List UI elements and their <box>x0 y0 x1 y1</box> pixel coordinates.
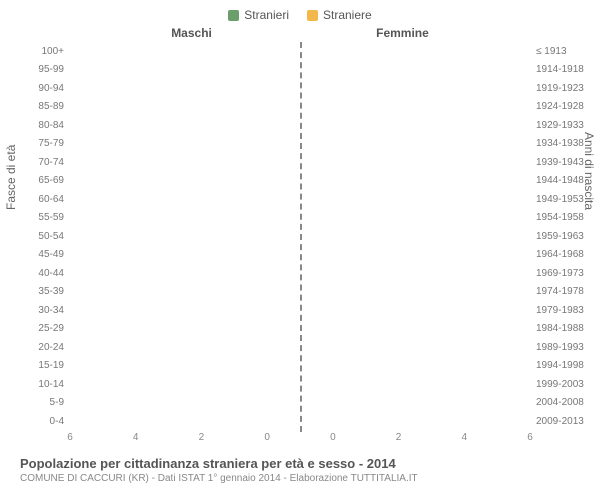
age-label: 85-89 <box>38 101 64 112</box>
birth-label: 1979-1983 <box>536 305 584 316</box>
age-label: 0-4 <box>50 416 64 427</box>
birth-label: 1984-1988 <box>536 323 584 334</box>
footer-subtitle: COMUNE DI CACCURI (KR) - Dati ISTAT 1° g… <box>20 473 580 484</box>
legend-swatch <box>228 10 239 21</box>
age-label: 5-9 <box>50 397 64 408</box>
x-tick: 2 <box>396 432 402 443</box>
x-axis: 6 4 2 0 0 2 4 6 <box>70 432 530 450</box>
legend-label: Straniere <box>323 8 372 22</box>
age-label: 60-64 <box>38 194 64 205</box>
age-label: 35-39 <box>38 286 64 297</box>
column-headers: Maschi Femmine <box>70 26 530 42</box>
age-label: 25-29 <box>38 323 64 334</box>
age-label: 45-49 <box>38 249 64 260</box>
legend-item: Stranieri <box>228 8 289 22</box>
col-header-left: Maschi <box>171 26 212 40</box>
birth-label: 1944-1948 <box>536 175 584 186</box>
footer-title: Popolazione per cittadinanza straniera p… <box>20 456 580 471</box>
age-label: 95-99 <box>38 64 64 75</box>
birth-label: 1949-1953 <box>536 194 584 205</box>
age-label: 90-94 <box>38 83 64 94</box>
legend-swatch <box>307 10 318 21</box>
birth-label: 1999-2003 <box>536 379 584 390</box>
birth-label: 1914-1918 <box>536 64 584 75</box>
x-tick: 4 <box>133 432 139 443</box>
x-tick: 6 <box>67 432 73 443</box>
x-tick: 0 <box>264 432 270 443</box>
legend: Stranieri Straniere <box>10 8 590 22</box>
age-label: 20-24 <box>38 342 64 353</box>
birth-label: 1934-1938 <box>536 138 584 149</box>
age-label: 75-79 <box>38 138 64 149</box>
y-axis-label-right: Anni di nascita <box>582 132 596 210</box>
age-label: 15-19 <box>38 360 64 371</box>
pyramid-chart: Stranieri Straniere Maschi Femmine Fasce … <box>0 0 600 500</box>
y-axis-label-left: Fasce di età <box>4 145 18 210</box>
age-label: 55-59 <box>38 212 64 223</box>
col-header-right: Femmine <box>376 26 429 40</box>
age-label: 30-34 <box>38 305 64 316</box>
x-tick: 0 <box>330 432 336 443</box>
birth-label: 1929-1933 <box>536 120 584 131</box>
birth-label: 1964-1968 <box>536 249 584 260</box>
age-label: 40-44 <box>38 268 64 279</box>
birth-label: 1974-1978 <box>536 286 584 297</box>
birth-label: 1959-1963 <box>536 231 584 242</box>
x-tick: 2 <box>199 432 205 443</box>
age-label: 65-69 <box>38 175 64 186</box>
x-tick: 4 <box>462 432 468 443</box>
age-label: 10-14 <box>38 379 64 390</box>
birth-label: 2004-2008 <box>536 397 584 408</box>
chart-footer: Popolazione per cittadinanza straniera p… <box>20 456 580 484</box>
birth-label: ≤ 1913 <box>536 46 567 57</box>
zero-axis-line <box>300 42 302 432</box>
birth-label: 2009-2013 <box>536 416 584 427</box>
age-label: 50-54 <box>38 231 64 242</box>
birth-label: 1994-1998 <box>536 360 584 371</box>
age-label: 100+ <box>41 46 64 57</box>
x-tick: 6 <box>527 432 533 443</box>
birth-label: 1939-1943 <box>536 157 584 168</box>
birth-label: 1969-1973 <box>536 268 584 279</box>
birth-label: 1919-1923 <box>536 83 584 94</box>
age-label: 70-74 <box>38 157 64 168</box>
plot-area: 100+≤ 191395-991914-191890-941919-192385… <box>70 42 530 432</box>
birth-label: 1989-1993 <box>536 342 584 353</box>
legend-label: Stranieri <box>244 8 289 22</box>
legend-item: Straniere <box>307 8 372 22</box>
age-label: 80-84 <box>38 120 64 131</box>
birth-label: 1924-1928 <box>536 101 584 112</box>
birth-label: 1954-1958 <box>536 212 584 223</box>
